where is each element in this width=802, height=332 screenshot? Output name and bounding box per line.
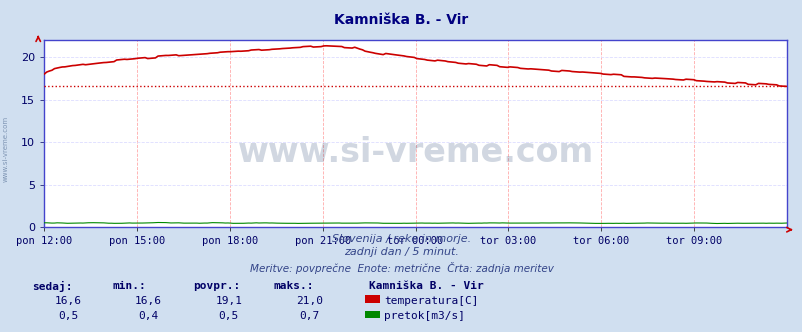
Text: temperatura[C]: temperatura[C] [383,296,478,306]
Text: Kamniška B. - Vir: Kamniška B. - Vir [334,13,468,27]
Text: 19,1: 19,1 [215,296,242,306]
Text: www.si-vreme.com: www.si-vreme.com [2,116,8,183]
Text: pretok[m3/s]: pretok[m3/s] [383,311,464,321]
Text: 21,0: 21,0 [295,296,322,306]
Text: Meritve: povprečne  Enote: metrične  Črta: zadnja meritev: Meritve: povprečne Enote: metrične Črta:… [249,262,553,274]
Text: www.si-vreme.com: www.si-vreme.com [237,136,593,169]
Text: povpr.:: povpr.: [192,281,240,290]
Text: 0,7: 0,7 [298,311,319,321]
Text: 0,5: 0,5 [58,311,79,321]
Text: 0,4: 0,4 [138,311,159,321]
Text: Kamniška B. - Vir: Kamniška B. - Vir [369,281,484,290]
Text: Slovenija / reke in morje.: Slovenija / reke in morje. [331,234,471,244]
Text: zadnji dan / 5 minut.: zadnji dan / 5 minut. [343,247,459,257]
Text: maks.:: maks.: [273,281,313,290]
Text: 16,6: 16,6 [135,296,162,306]
Text: min.:: min.: [112,281,146,290]
Text: sedaj:: sedaj: [32,281,72,291]
Text: 0,5: 0,5 [218,311,239,321]
Text: 16,6: 16,6 [55,296,82,306]
